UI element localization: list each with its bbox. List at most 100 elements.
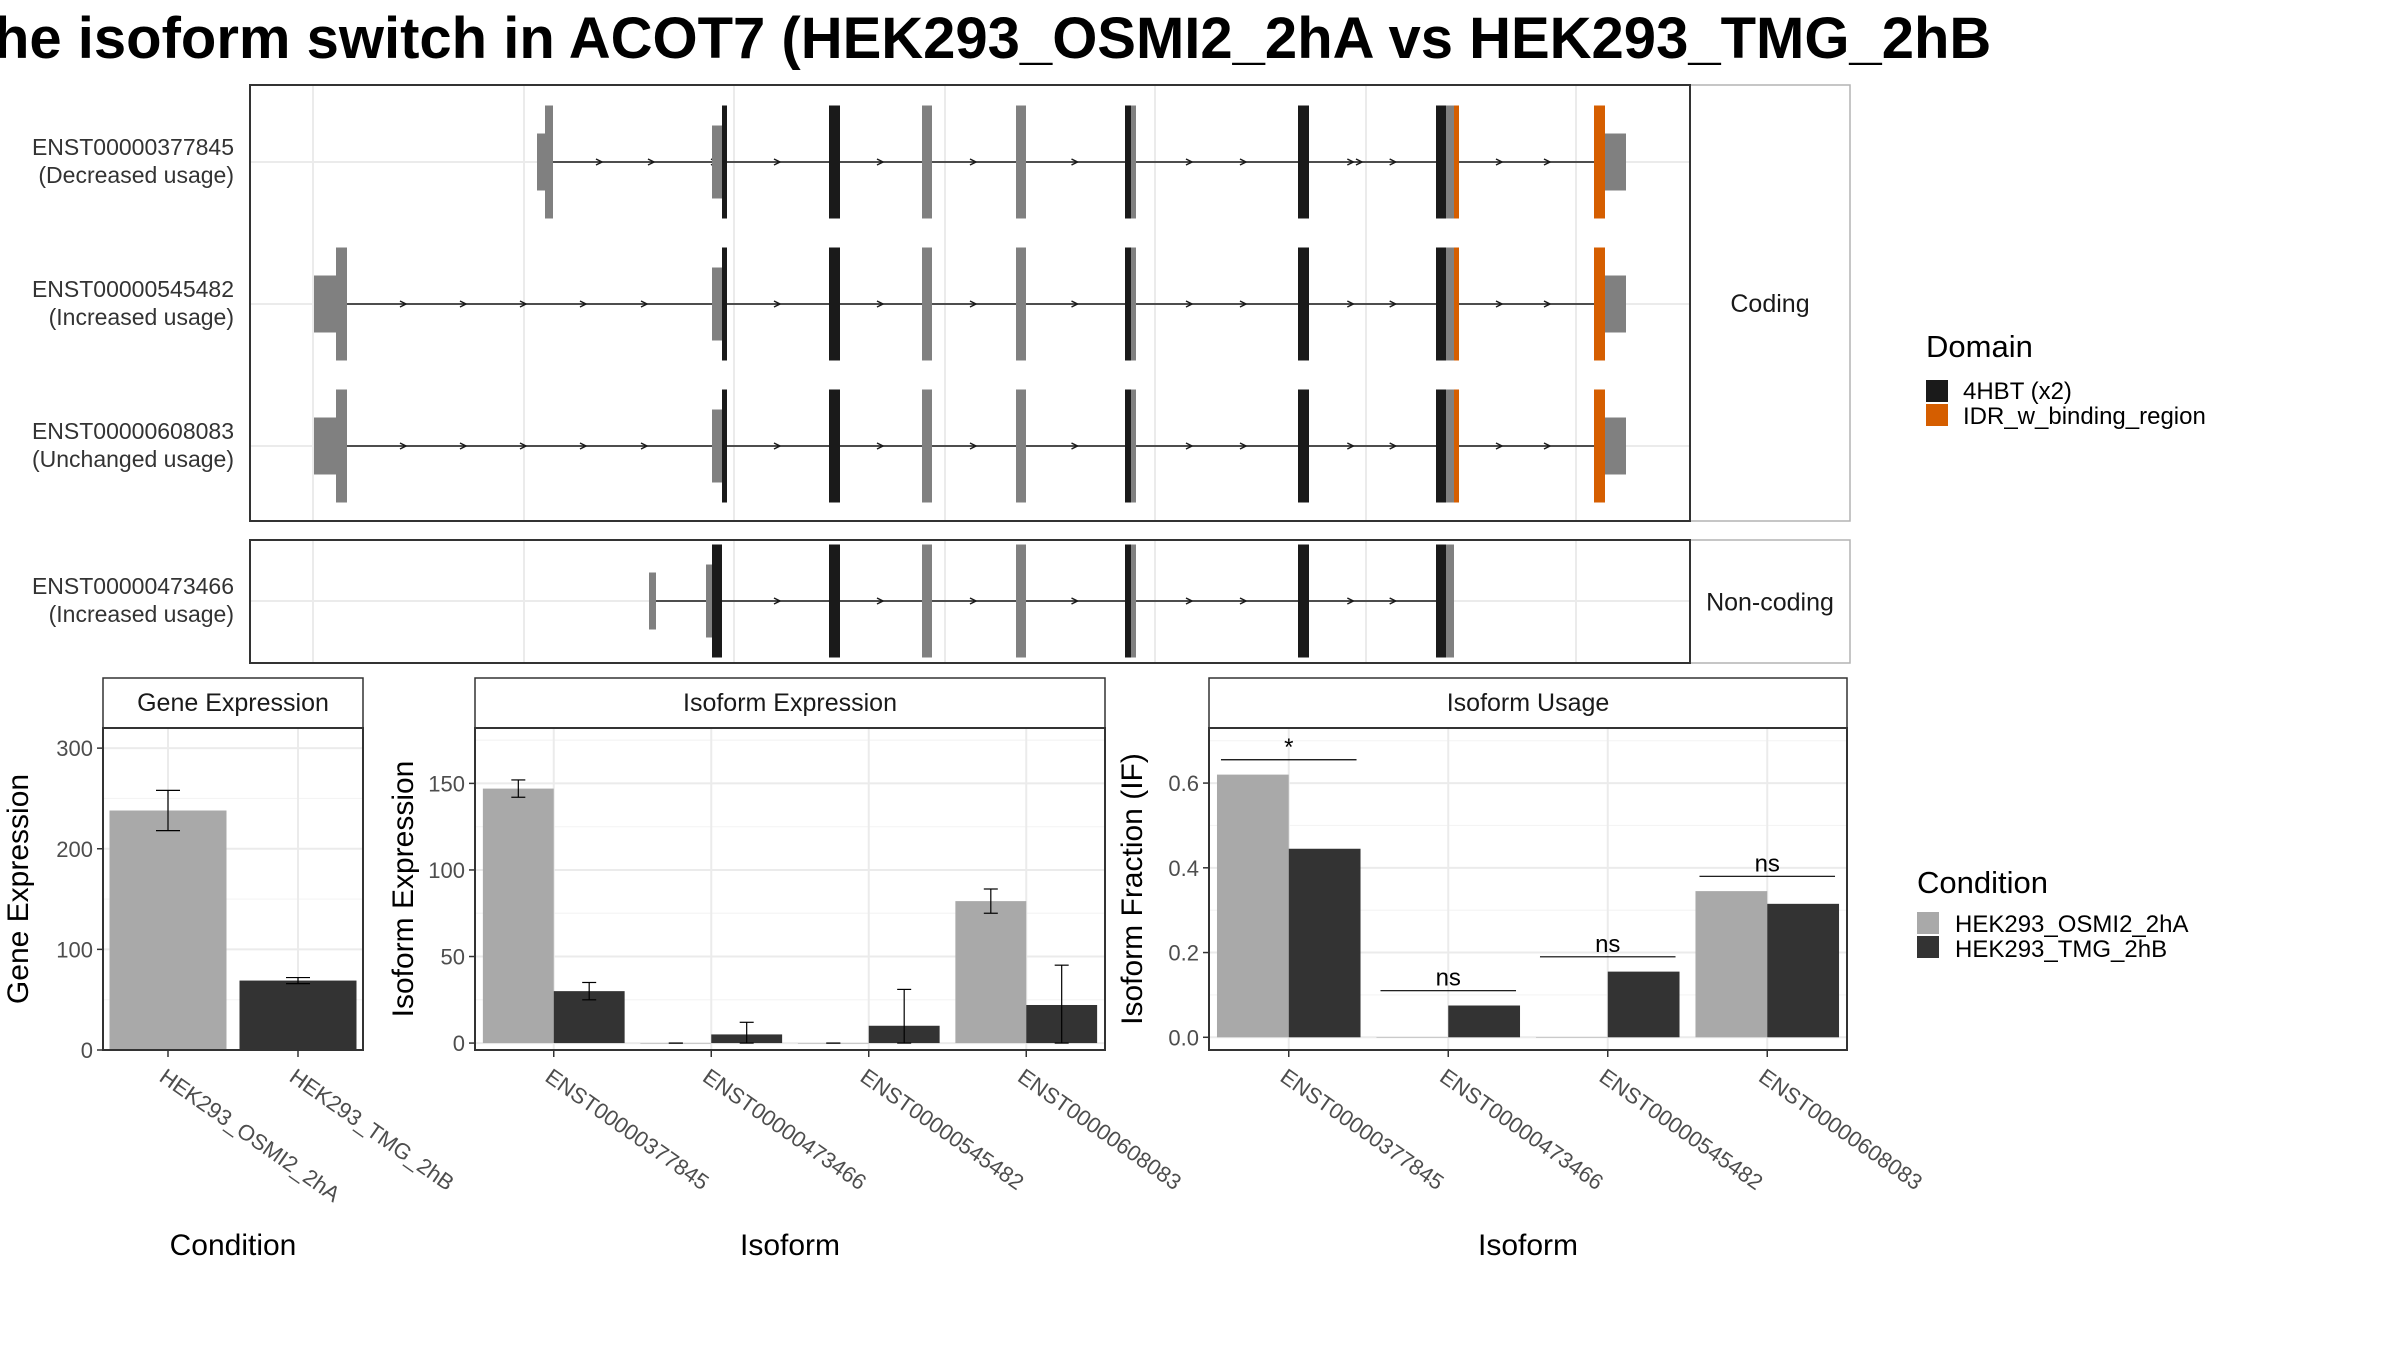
exon [1594,248,1605,361]
bar [240,981,357,1050]
transcript-usage: (Unchanged usage) [32,446,234,472]
x-tick-label: ENST00000473466 [698,1064,871,1195]
y-tick-label: 0 [453,1031,465,1056]
exon [1436,106,1446,219]
exon [314,276,336,333]
bar [1608,972,1680,1038]
transcript-id: ENST00000545482 [32,276,234,302]
exon [336,248,347,361]
exon [1605,418,1626,475]
exon [1131,248,1136,361]
exon [922,390,932,503]
exon [1446,248,1454,361]
x-axis-title: Isoform [1478,1229,1578,1262]
panel-strip-label: Coding [1730,290,1809,318]
exon [1446,390,1454,503]
figure-title: he isoform switch in ACOT7 (HEK293_OSMI2… [0,6,1991,71]
y-tick-label: 150 [428,771,465,796]
exon [1125,390,1131,503]
y-tick-label: 0.4 [1168,856,1199,881]
x-tick-label: ENST00000377845 [541,1064,714,1195]
bar [1695,891,1767,1037]
y-tick-label: 0.0 [1168,1025,1199,1050]
transcript-id: ENST00000608083 [32,418,234,444]
x-tick-label: ENST00000608083 [1013,1064,1186,1195]
exon [1436,545,1446,658]
x-tick-label: ENST00000608083 [1754,1064,1927,1195]
exon [1016,248,1026,361]
exon [722,106,727,219]
exon [712,410,722,483]
exon [1298,390,1309,503]
exon [1131,390,1136,503]
exon [1016,106,1026,219]
exon [1298,248,1309,361]
exon [1436,248,1446,361]
transcript-structure-panel: Coding ENST00000377845(Decreased usage) EN… [32,85,1850,663]
y-tick-label: 200 [56,837,93,862]
y-tick-label: 100 [56,937,93,962]
condition-legend-label-osmi2: HEK293_OSMI2_2hA [1955,911,2188,938]
facet-strip-title: Gene Expression [137,689,329,717]
transcript-usage: (Decreased usage) [38,162,234,188]
condition-legend-swatch-osmi2 [1917,912,1939,934]
exon [1131,106,1136,219]
bar [1448,1006,1520,1038]
y-axis-title: Isoform Expression [387,761,420,1018]
x-axis-title: Isoform [740,1229,840,1262]
exon [722,248,727,361]
domain-legend-label-idr: IDR_w_binding_region [1963,403,2206,430]
exon [1436,390,1446,503]
exon [922,106,932,219]
domain-legend-label-4hbt: 4HBT (x2) [1963,378,2072,405]
y-tick-label: 0.6 [1168,771,1199,796]
exon [1454,248,1459,361]
exon [336,390,347,503]
bar [1767,904,1839,1037]
exon [922,248,932,361]
x-tick-label: ENST00000473466 [1435,1064,1608,1195]
exon [1125,248,1131,361]
transcript-id: ENST00000377845 [32,134,234,160]
exon [829,106,840,219]
facet-strip-title: Isoform Expression [683,689,897,717]
exon [1016,545,1026,658]
condition-legend-swatch-tmg [1917,936,1939,958]
y-tick-label: 300 [56,736,93,761]
y-tick-label: 0 [81,1038,93,1063]
bar [1536,1037,1608,1038]
y-tick-label: 50 [441,945,465,970]
y-tick-label: 100 [428,858,465,883]
exon [1594,106,1605,219]
exon [1131,545,1136,658]
exon [1125,106,1131,219]
bar [110,811,227,1050]
exon [1446,545,1454,658]
significance-label: * [1284,734,1293,761]
significance-label: ns [1595,931,1620,958]
exon [1605,276,1626,333]
exon [1298,545,1309,658]
bar [483,789,554,1043]
isoform-switch-figure: he isoform switch in ACOT7 (HEK293_OSMI2… [0,0,2400,1350]
bar [1289,849,1361,1038]
condition-legend-title: Condition [1917,865,2048,900]
bar [955,901,1026,1043]
exon [712,545,722,658]
panel-strip-label: Non-coding [1706,589,1834,617]
exon [1594,390,1605,503]
exon [712,268,722,341]
transcript-usage: (Increased usage) [49,304,234,330]
y-axis-title: Gene Expression [2,774,35,1004]
exon [1298,106,1309,219]
x-tick-label: ENST00000545482 [1595,1064,1768,1195]
exon [1446,106,1454,219]
significance-label: ns [1755,850,1780,877]
exon [922,545,932,658]
condition-legend-label-tmg: HEK293_TMG_2hB [1955,936,2167,963]
exon [1454,390,1459,503]
bar [1376,1037,1448,1038]
exon [649,573,656,630]
exon [829,390,840,503]
domain-legend-swatch-idr [1926,404,1948,426]
